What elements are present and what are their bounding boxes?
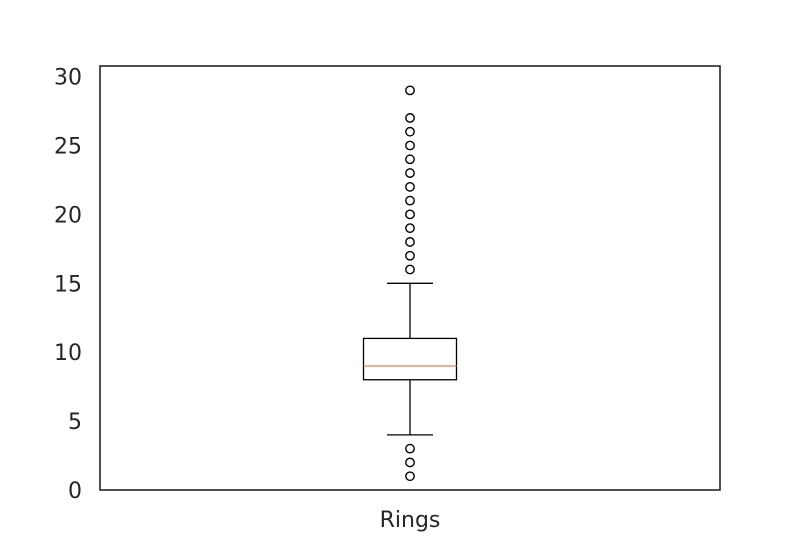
y-tick-label: 15	[54, 272, 82, 297]
y-tick-label: 5	[68, 410, 82, 435]
iqr-box	[362, 337, 458, 381]
outlier-point	[405, 471, 415, 482]
y-tick-label: 20	[54, 203, 82, 228]
outlier-point	[405, 237, 415, 247]
plot-area	[362, 85, 458, 482]
y-tick-label: 30	[54, 66, 82, 91]
x-axis-ticks: Rings	[380, 508, 441, 533]
outlier-point	[405, 223, 415, 234]
x-tick-label: Rings	[380, 508, 441, 533]
axes-frame	[99, 65, 721, 491]
y-tick-label: 10	[54, 341, 82, 366]
outlier-point	[405, 209, 415, 220]
outlier-point	[405, 195, 415, 206]
outlier-point	[405, 443, 415, 454]
outlier-point	[405, 154, 415, 165]
outlier-point	[405, 168, 415, 178]
outlier-point	[405, 181, 415, 192]
box-series	[362, 85, 458, 482]
outlier-point	[405, 140, 415, 151]
outlier-point	[405, 85, 415, 96]
outlier-point	[405, 250, 415, 261]
y-tick-label: 0	[68, 479, 82, 504]
outlier-point	[405, 264, 415, 275]
outlier-point	[405, 113, 415, 123]
y-tick-label: 25	[54, 135, 82, 160]
outlier-point	[405, 457, 415, 468]
outlier-point	[405, 126, 415, 137]
y-axis-ticks: 0 5 10 15 20 25 30	[54, 66, 82, 504]
